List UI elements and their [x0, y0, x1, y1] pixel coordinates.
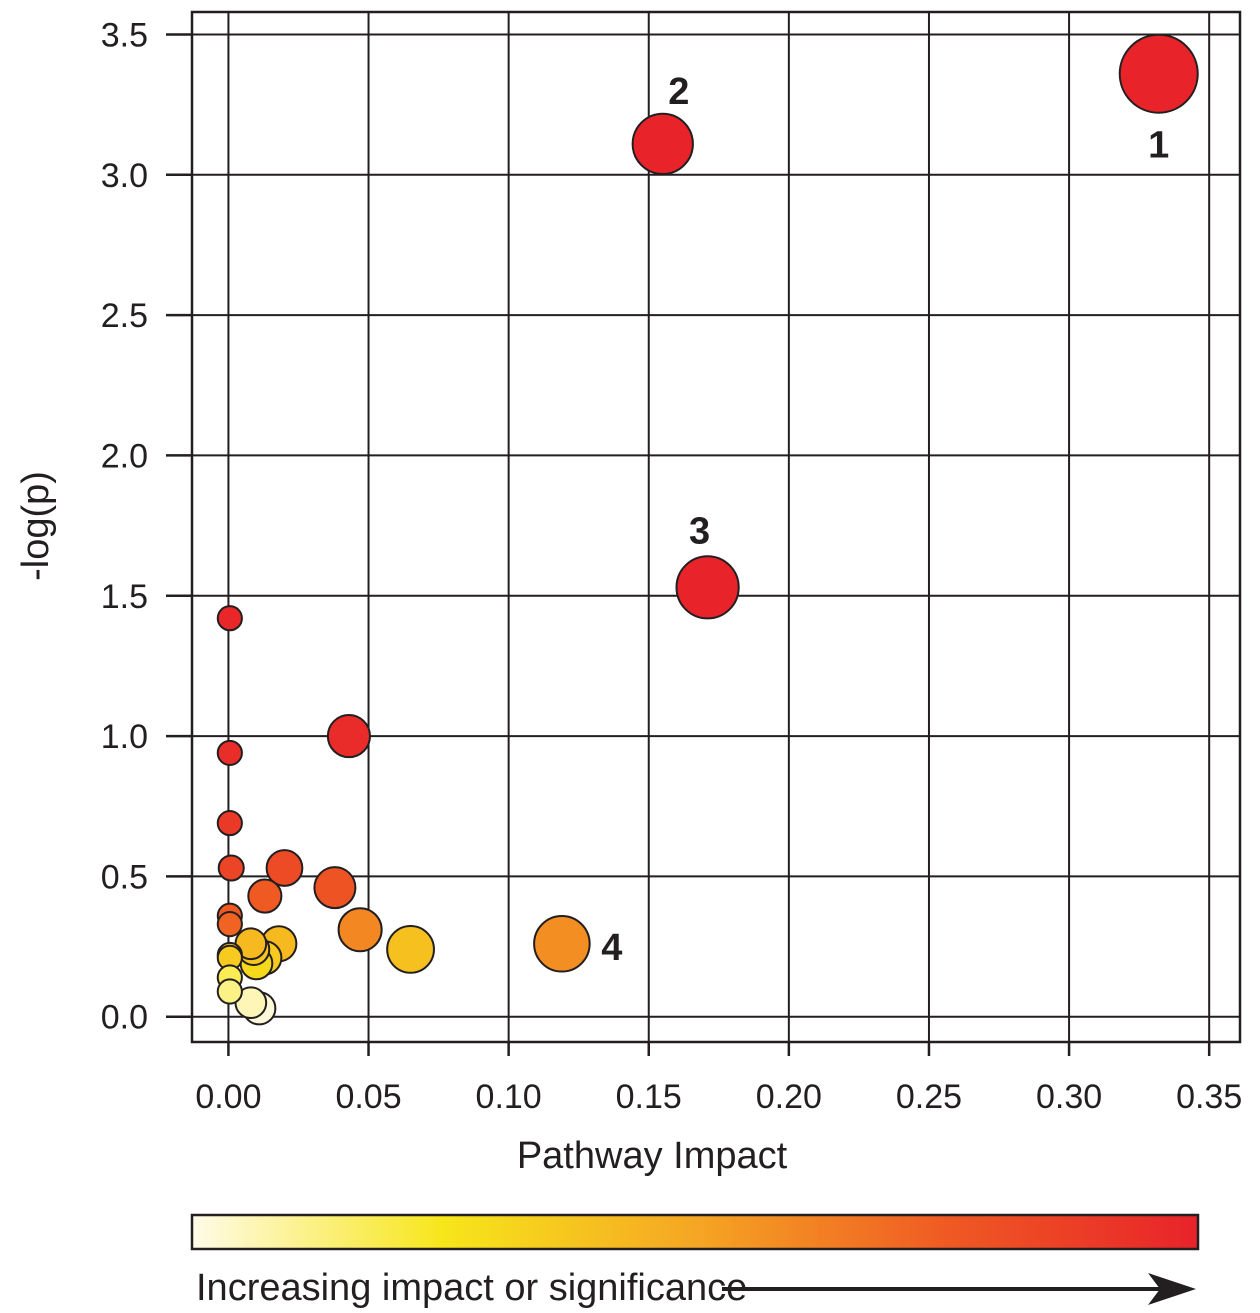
bubble-point [337, 907, 383, 953]
bubble-point [313, 866, 357, 910]
y-tick-label: 0.5 [101, 858, 148, 896]
bubble-point [326, 714, 371, 759]
colorbar-legend: Increasing impact or significance [190, 1213, 1200, 1309]
bubble-point [216, 978, 243, 1005]
point-label: 2 [668, 71, 689, 113]
x-tick-label: 0.25 [896, 1078, 962, 1116]
x-tick-label: 0.15 [616, 1078, 682, 1116]
point-label: 3 [689, 510, 710, 552]
arrow-head-icon [1148, 1273, 1196, 1305]
bubble-point [216, 911, 243, 938]
bubble-point [533, 915, 591, 973]
y-tick-label: 0.0 [101, 999, 148, 1037]
y-tick-label: 2.5 [101, 297, 148, 335]
x-tick-labels: 0.00 0.05 0.10 0.15 0.20 0.25 0.30 0.35 [195, 1078, 1242, 1116]
bubble-point [247, 878, 283, 914]
grid-lines [166, 12, 1240, 1056]
point-label: 1 [1148, 125, 1169, 167]
bubble-point [216, 810, 243, 837]
y-tick-label: 1.0 [101, 718, 148, 756]
x-axis-title: Pathway Impact [517, 1135, 788, 1177]
point-label: 4 [601, 927, 622, 969]
bubble-point [1118, 33, 1199, 114]
x-tick-label: 0.00 [195, 1078, 261, 1116]
y-tick-label: 3.0 [101, 157, 148, 195]
x-tick-label: 0.05 [335, 1078, 401, 1116]
y-tick-labels: 0.0 0.5 1.0 1.5 2.0 2.5 3.0 3.5 [101, 16, 148, 1036]
bubble-point [386, 924, 435, 974]
x-tick-label: 0.10 [476, 1078, 542, 1116]
y-tick-label: 2.0 [101, 437, 148, 475]
bubble-point [217, 854, 245, 882]
bubble-point [216, 605, 243, 632]
bubble-point [216, 739, 243, 767]
y-tick-label: 1.5 [101, 578, 148, 616]
data-points [216, 33, 1199, 1026]
bubble-point [631, 112, 694, 176]
y-axis-title: -log(p) [15, 471, 57, 581]
x-tick-label: 0.30 [1036, 1078, 1102, 1116]
colorbar-caption: Increasing impact or significance [196, 1267, 747, 1309]
plot-frame [190, 10, 1242, 1044]
x-tick-label: 0.20 [756, 1078, 822, 1116]
plot-area: 1 3 2 4 [166, 10, 1242, 1056]
point-labels: 1 3 2 4 [601, 71, 1169, 969]
x-tick-label: 0.35 [1176, 1078, 1242, 1116]
bubble-point [265, 849, 304, 887]
bubble-point [675, 555, 740, 620]
colorbar [190, 1213, 1200, 1251]
y-tick-label: 3.5 [101, 16, 148, 54]
